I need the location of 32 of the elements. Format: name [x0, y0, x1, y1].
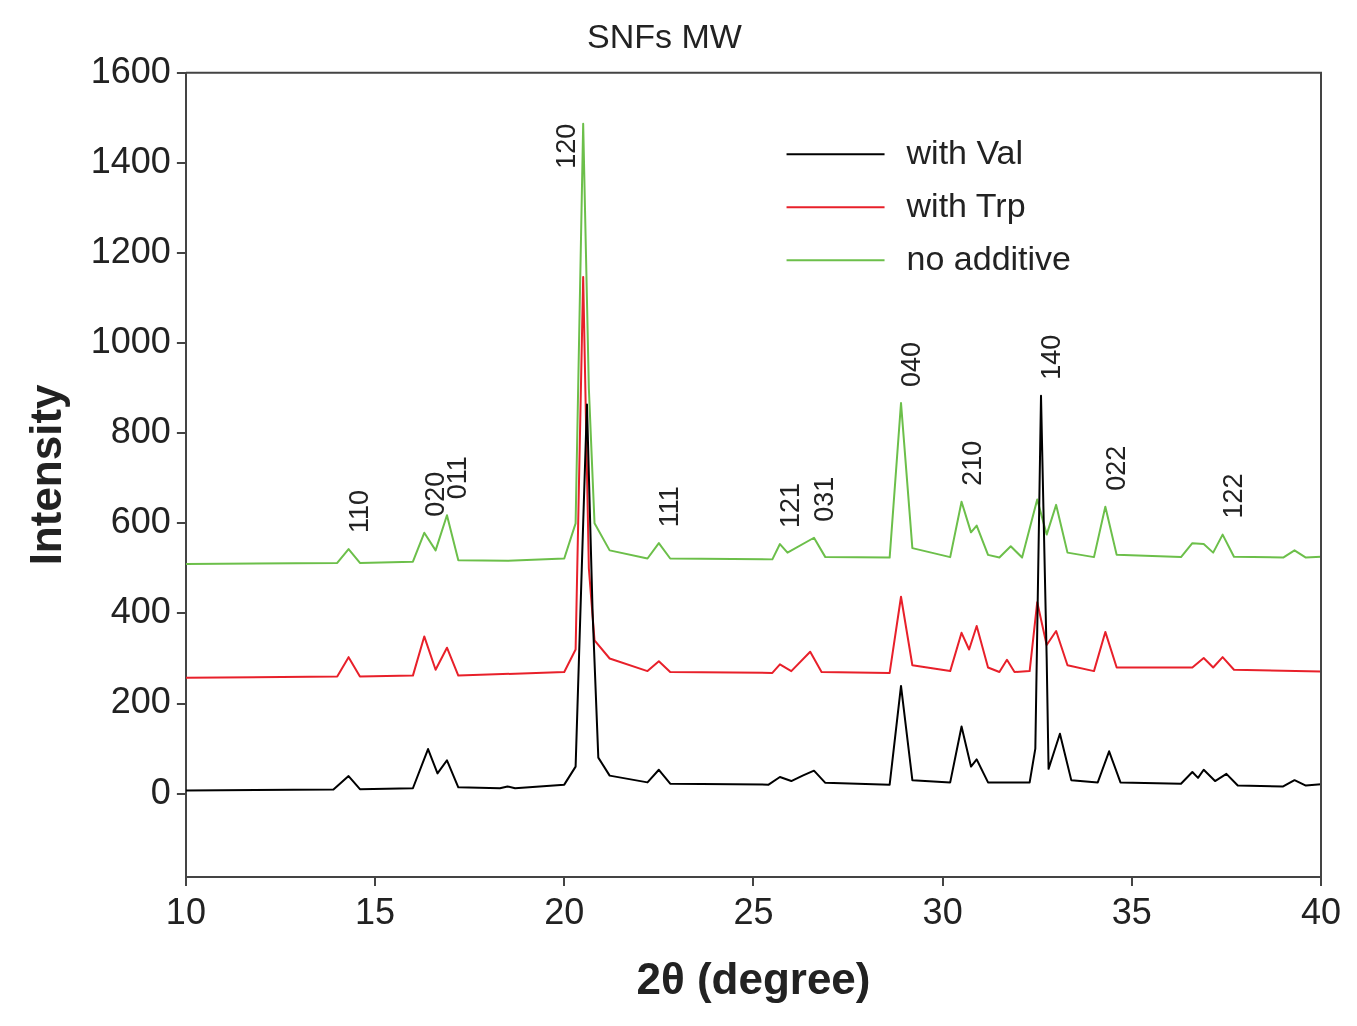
y-tick-label: 1600 — [90, 49, 171, 91]
x-tick-label: 10 — [165, 890, 206, 932]
x-tick-label: 30 — [922, 890, 963, 932]
y-tick-label: 0 — [150, 770, 171, 812]
annotation: 121 — [775, 482, 806, 529]
annotation: 122 — [1218, 473, 1249, 519]
annotation: 110 — [344, 489, 375, 534]
y-axis-title: Intensity — [20, 383, 70, 566]
x-tick-label: 15 — [355, 890, 396, 932]
annotation: 140 — [1036, 334, 1067, 380]
x-axis-title: 2θ (degree) — [636, 953, 871, 1003]
chart-title: SNFs MW — [587, 16, 742, 55]
y-tick-label: 600 — [110, 500, 171, 542]
y-tick-label: 800 — [110, 410, 171, 452]
x-tick-label: 20 — [544, 890, 585, 932]
y-tick-label: 1400 — [90, 139, 171, 181]
y-tick-label: 1200 — [90, 229, 171, 271]
annotation: 040 — [896, 341, 927, 388]
x-tick-label: 35 — [1111, 890, 1152, 932]
annotation: 031 — [809, 476, 840, 522]
annotation: 022 — [1100, 445, 1131, 491]
annotation: 210 — [957, 440, 987, 486]
x-tick-label: 25 — [733, 890, 774, 932]
legend-label: no additive — [906, 238, 1072, 277]
y-tick-label: 400 — [110, 590, 171, 632]
y-tick-label: 1000 — [90, 320, 171, 362]
y-tick-label: 200 — [110, 680, 171, 722]
annotation: 111 — [654, 486, 685, 528]
legend-label: with Trp — [905, 185, 1026, 224]
x-tick-label: 40 — [1300, 890, 1342, 932]
annotation: 120 — [550, 123, 581, 169]
legend-label: with Val — [905, 132, 1024, 171]
